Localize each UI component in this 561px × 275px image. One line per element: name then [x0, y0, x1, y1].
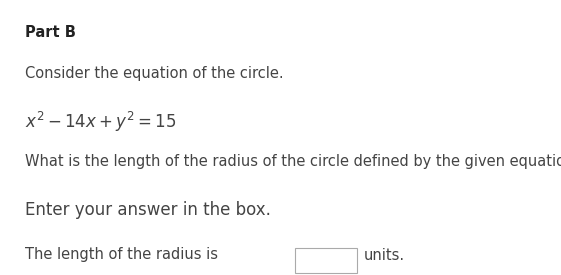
Text: The length of the radius is: The length of the radius is [25, 248, 218, 263]
Text: What is the length of the radius of the circle defined by the given equation?: What is the length of the radius of the … [25, 154, 561, 169]
Text: Consider the equation of the circle.: Consider the equation of the circle. [25, 66, 284, 81]
Text: Part B: Part B [25, 25, 76, 40]
Text: units.: units. [364, 248, 405, 263]
Bar [295, 248, 357, 273]
Text: Enter your answer in the box.: Enter your answer in the box. [25, 201, 271, 219]
Text: $x^2 - 14x + y^2 = 15$: $x^2 - 14x + y^2 = 15$ [25, 110, 177, 134]
